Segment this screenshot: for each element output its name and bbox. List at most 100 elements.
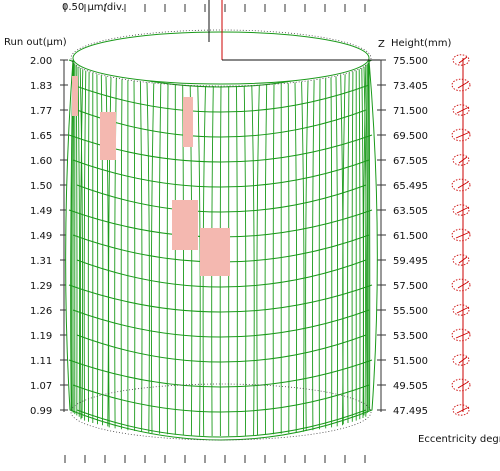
wall-line bbox=[139, 81, 143, 432]
runout-tick-label: 1.77 bbox=[30, 106, 52, 117]
eccentricity-vector bbox=[456, 406, 470, 414]
wall-line bbox=[96, 74, 99, 425]
eccentricity-vector bbox=[457, 381, 469, 389]
wall-line bbox=[77, 66, 81, 417]
defect-patch bbox=[72, 76, 78, 116]
section-line bbox=[76, 184, 367, 213]
runout-tick-label: 1.31 bbox=[30, 256, 52, 267]
wall-line bbox=[305, 80, 309, 432]
height-tick-label: 75.500 bbox=[393, 56, 428, 67]
eccentricity-profile bbox=[451, 128, 471, 142]
wall-line bbox=[146, 82, 150, 433]
eccentricity-vector bbox=[458, 256, 468, 264]
wall-line bbox=[79, 67, 84, 419]
wall-line bbox=[312, 80, 315, 431]
wall-line bbox=[366, 62, 369, 413]
height-tick-label: 65.495 bbox=[393, 181, 428, 192]
reference-circle-top bbox=[70, 29, 372, 87]
wall-line bbox=[87, 71, 90, 422]
eccentricity-vector bbox=[455, 331, 471, 339]
bottom-ruler bbox=[64, 455, 366, 463]
eccentricity-vector bbox=[458, 56, 468, 64]
defect-patch bbox=[172, 200, 198, 250]
wall-line bbox=[182, 85, 184, 436]
scale-label: 0.50 μm/div. bbox=[62, 2, 124, 13]
defect-patch bbox=[100, 112, 116, 160]
eccentricity-profile bbox=[452, 204, 470, 216]
wall-line bbox=[347, 72, 350, 424]
wall-line bbox=[294, 82, 298, 433]
eccentricity-vector bbox=[458, 356, 468, 364]
eccentricity-profile bbox=[451, 278, 471, 292]
section-line bbox=[68, 359, 373, 388]
top-ruler bbox=[64, 4, 366, 12]
runout-tick-label: 1.19 bbox=[30, 331, 52, 342]
eccentricity-profile bbox=[452, 54, 470, 66]
height-tick-label: 57.500 bbox=[393, 281, 428, 292]
height-tick-label: 73.405 bbox=[393, 81, 428, 92]
section-line bbox=[76, 409, 367, 438]
wall-line bbox=[342, 74, 346, 425]
section-line bbox=[76, 334, 367, 363]
height-ticks: 75.500 73.405 71.500 69.500 67.505 65.495 63.5… bbox=[377, 56, 428, 417]
eccentricity-vector bbox=[458, 156, 468, 164]
wall-line bbox=[301, 81, 305, 432]
cylinder-top-outline bbox=[72, 31, 370, 85]
height-tick-label: 49.505 bbox=[393, 381, 428, 392]
eccentricity-profile bbox=[451, 78, 471, 92]
runout-axis-title: Run out(μm) bbox=[4, 37, 67, 48]
eccentricity-vector bbox=[456, 106, 470, 114]
wall-line bbox=[236, 85, 238, 436]
runout-tick-label: 1.49 bbox=[30, 231, 52, 242]
eccentricity-profile bbox=[452, 404, 470, 416]
wall-line bbox=[330, 77, 333, 428]
eccentricity-column bbox=[451, 54, 471, 416]
height-tick-label: 55.500 bbox=[393, 306, 428, 317]
height-axis-title: Height(mm) bbox=[391, 38, 451, 49]
runout-tick-label: 1.60 bbox=[30, 156, 52, 167]
runout-tick-label: 1.65 bbox=[30, 131, 52, 142]
eccentricity-profile bbox=[451, 228, 471, 242]
defect-patches bbox=[72, 76, 230, 276]
runout-tick-label: 2.00 bbox=[30, 56, 52, 67]
defect-patch bbox=[183, 97, 193, 147]
runout-tick-label: 1.29 bbox=[30, 281, 52, 292]
eccentricity-profile bbox=[452, 304, 470, 316]
eccentricity-vector bbox=[457, 81, 469, 89]
z-axis-label: Z bbox=[378, 39, 385, 50]
eccentricity-profile bbox=[452, 104, 470, 116]
height-tick-label: 59.495 bbox=[393, 256, 428, 267]
section-line bbox=[72, 159, 370, 188]
section-line bbox=[72, 309, 370, 338]
wall-line bbox=[318, 79, 321, 430]
height-tick-label: 67.505 bbox=[393, 156, 428, 167]
wall-line bbox=[133, 80, 136, 432]
runout-tick-label: 0.99 bbox=[30, 406, 52, 417]
height-tick-label: 63.505 bbox=[393, 206, 428, 217]
height-tick-label: 69.500 bbox=[393, 131, 428, 142]
eccentricity-label: Eccentricity degree bbox=[418, 434, 500, 445]
wall-line bbox=[351, 71, 354, 422]
eccentricity-profile bbox=[451, 328, 471, 342]
eccentricity-vector bbox=[457, 281, 469, 289]
wall-line bbox=[256, 85, 260, 436]
wall-line bbox=[365, 64, 368, 415]
section-line bbox=[72, 384, 370, 413]
runout-tick-label: 1.11 bbox=[30, 356, 52, 367]
wall-line bbox=[83, 70, 87, 421]
wall-line bbox=[150, 83, 155, 434]
section-line bbox=[72, 84, 370, 113]
eccentricity-profile bbox=[451, 178, 471, 192]
wall-line bbox=[251, 85, 255, 436]
reference-circle-bottom bbox=[70, 383, 372, 441]
runout-ticks: 2.00 1.83 1.77 1.65 1.60 1.50 1.49 1.49 1.31 1.29… bbox=[30, 56, 68, 417]
eccentricity-vector bbox=[456, 206, 470, 214]
eccentricity-vector bbox=[455, 231, 471, 239]
eccentricity-profile bbox=[452, 154, 470, 166]
height-tick-label: 51.500 bbox=[393, 356, 428, 367]
eccentricity-vector bbox=[455, 131, 471, 139]
wall-line bbox=[79, 69, 84, 420]
runout-tick-label: 1.26 bbox=[30, 306, 52, 317]
wall-line bbox=[243, 85, 247, 436]
defect-patch bbox=[200, 228, 230, 276]
